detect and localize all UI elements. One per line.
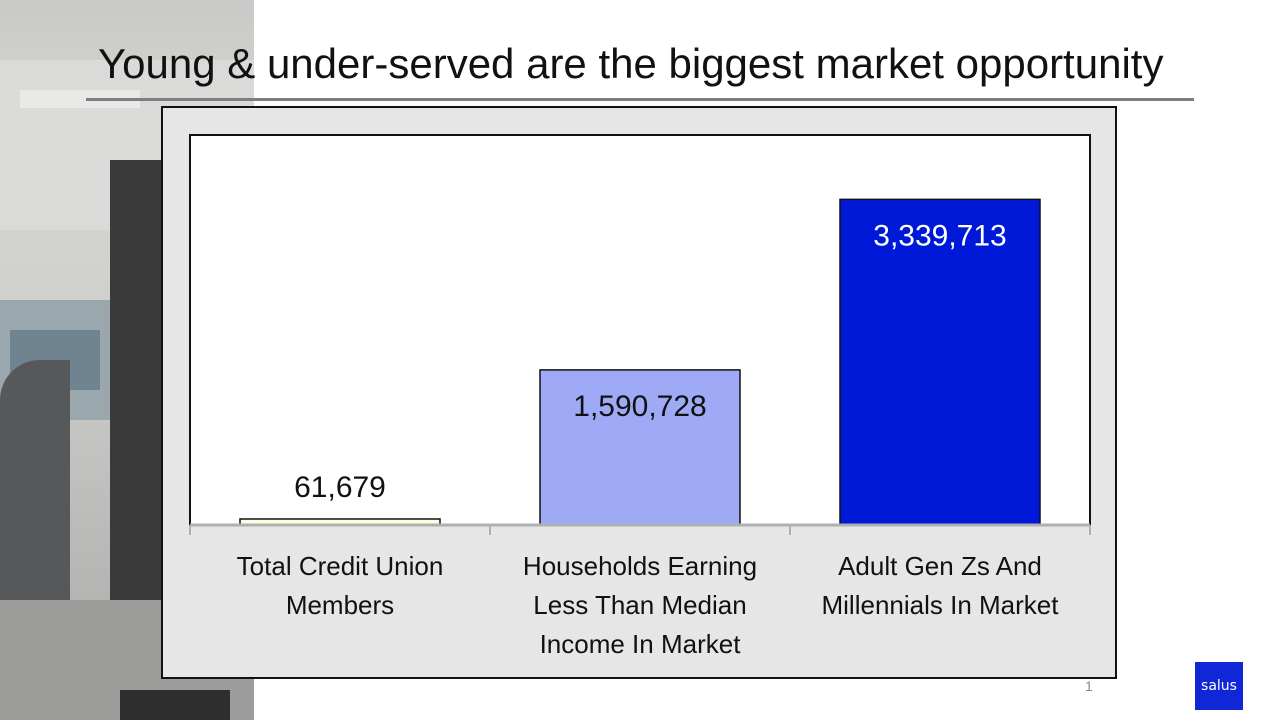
salus-logo: salus <box>1195 662 1243 710</box>
x-tick-label: Members <box>286 590 394 620</box>
x-tick-label: Total Credit Union <box>237 551 444 581</box>
data-label: 3,339,713 <box>873 219 1006 252</box>
data-label: 1,590,728 <box>573 390 706 423</box>
slide-title: Young & under-served are the biggest mar… <box>98 40 1164 87</box>
bar-chart-svg: 61,679 1,590,728 3,339,713 Total Credit Uni… <box>189 134 1091 659</box>
bar <box>839 198 1041 526</box>
data-label: 61,679 <box>294 471 386 504</box>
x-tick-label: Income In Market <box>540 629 742 659</box>
x-tick-label: Millennials In Market <box>822 590 1060 620</box>
title-underline <box>86 98 1194 101</box>
x-tick-label: Households Earning <box>523 551 757 581</box>
x-tick-label: Adult Gen Zs And <box>838 551 1042 581</box>
page-number: 1 <box>1085 678 1093 694</box>
x-tick-label: Less Than Median <box>533 590 746 620</box>
bar-chart: 61,679 1,590,728 3,339,713 Total Credit Uni… <box>161 106 1117 679</box>
